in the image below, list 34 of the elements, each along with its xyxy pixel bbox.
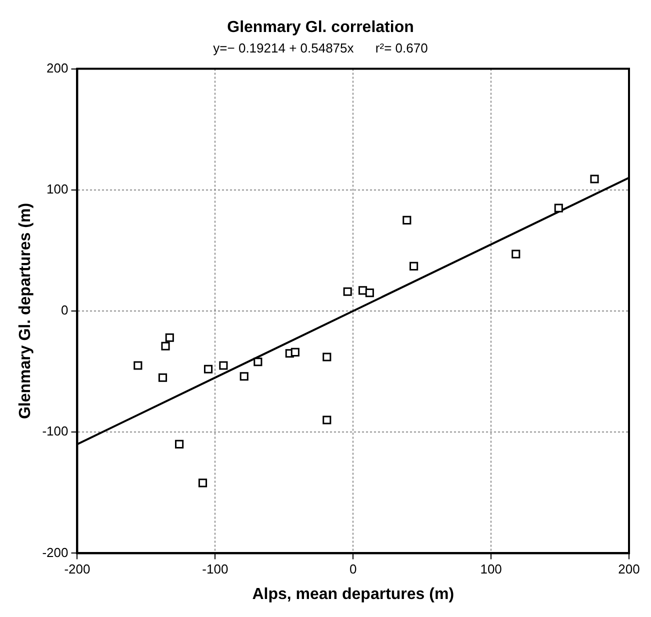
y-tick-label: -100: [42, 424, 68, 439]
y-tick-label: -200: [42, 544, 68, 560]
x-tick-label: -100: [202, 562, 228, 577]
point: [165, 333, 174, 342]
x-tick-label: 200: [618, 562, 640, 577]
point: [590, 174, 599, 184]
point: [290, 348, 300, 356]
x-tick-label: 0: [349, 562, 357, 577]
y-axis-title: Glenmary Gl. departures (m): [17, 202, 34, 420]
chart-title: Glenmary Gl. correlation: [227, 19, 414, 36]
point: [402, 216, 412, 224]
point: [322, 416, 332, 424]
x-tick-label: 100: [480, 562, 502, 577]
point: [322, 352, 332, 362]
point: [134, 361, 142, 370]
point: [410, 262, 418, 270]
point: [554, 204, 563, 212]
point: [175, 440, 184, 448]
x-axis-title: Alps, mean departures (m): [252, 586, 454, 603]
x-tick-label: -200: [64, 562, 90, 577]
point: [204, 364, 213, 374]
y-tick-label: 0: [60, 302, 68, 318]
point: [219, 361, 228, 370]
point: [198, 478, 208, 488]
y-tick-label: 100: [46, 181, 68, 196]
point: [512, 250, 520, 258]
point: [158, 373, 168, 382]
point: [161, 342, 170, 350]
point: [365, 288, 374, 298]
chart-subtitle: y=− 0.19214 + 0.54875x r²= 0.670: [213, 40, 428, 56]
y-tick-label: 200: [46, 60, 68, 76]
point: [254, 358, 262, 366]
point: [240, 372, 248, 381]
point: [343, 287, 352, 296]
